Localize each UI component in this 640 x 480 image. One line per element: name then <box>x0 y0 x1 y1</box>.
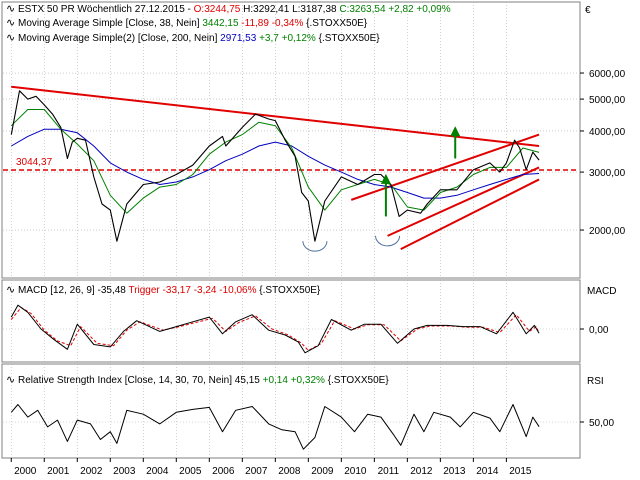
x-tick-label: 2002 <box>80 466 103 477</box>
macd-legend-value: -35,48 <box>97 285 126 296</box>
trendline <box>387 166 540 237</box>
ma38-legend-prefix: Moving Average Simple [Close, 38, Nein] <box>18 18 200 29</box>
y-tick-label: 6000,00 <box>589 69 626 80</box>
rsi-layer <box>10 404 540 450</box>
price-legend: ∿ ESTX 50 PR Wöchentlich 27.12.2015 - O:… <box>6 3 451 15</box>
y-tick-label: 4000,00 <box>589 127 626 138</box>
x-tick-label: 2012 <box>410 466 433 477</box>
ma200-line <box>11 128 540 199</box>
x-tick-label: 2015 <box>509 466 532 477</box>
trough-arc <box>302 241 328 252</box>
trendline <box>350 133 540 201</box>
x-tick-label: 2003 <box>113 466 136 477</box>
x-tick-label: 2014 <box>476 466 499 477</box>
rsi-legend: ∿ Relative Strength Index [Close, 14, 30… <box>6 374 389 386</box>
macd-legend-change-pct: -10,06% <box>219 285 256 296</box>
ma38-legend: ∿ Moving Average Simple [Close, 38, Nein… <box>6 17 368 29</box>
rsi-legend-symbol: {.STOXX50E} <box>328 375 390 386</box>
x-tick-label: 2010 <box>344 466 367 477</box>
macd-legend-symbol: {.STOXX50E} <box>259 285 321 296</box>
macd-panel-frame <box>1 279 581 363</box>
ma38-legend-change: -11,89 <box>241 18 269 29</box>
price-panel-frame <box>1 1 581 279</box>
ma38-legend-change-pct: -0,34% <box>272 18 304 29</box>
macd-legend-trigger-label: Trigger <box>128 285 160 296</box>
price-legend-close: C:3263,54 <box>339 4 386 15</box>
rsi-legend-value: 45,15 <box>235 375 260 386</box>
price-line <box>10 90 540 242</box>
x-tick-label: 2007 <box>245 466 268 477</box>
y-tick-label: 2000,00 <box>589 226 626 237</box>
ma38-line <box>10 109 540 214</box>
x-tick-label: 2006 <box>212 466 235 477</box>
rsi-line <box>10 404 540 450</box>
price-legend-high: H:3292,41 <box>243 4 290 15</box>
trough-arc <box>375 235 401 247</box>
macd-line <box>10 304 540 354</box>
price-legend-prefix: ESTX 50 PR Wöchentlich 27.12.2015 - <box>18 4 194 15</box>
macd-legend-prefix: MACD [12, 26, 9] <box>18 285 95 296</box>
grid-layer <box>3 2 579 458</box>
price-legend-change: +2,82 <box>388 4 414 15</box>
arrow-head <box>450 126 461 137</box>
x-tick-label: 2009 <box>311 466 334 477</box>
ma200-legend-change: +3,7 <box>259 33 279 44</box>
price-legend-open: O:3244,75 <box>194 4 241 15</box>
x-tick-label: 2011 <box>378 466 400 477</box>
rsi-legend-prefix: Relative Strength Index [Close, 14, 30, … <box>18 375 232 386</box>
ma200-legend-prefix: Moving Average Simple(2) [Close, 200, Ne… <box>18 33 218 44</box>
y-tick-label: 3000,00 <box>589 168 626 179</box>
x-tick-label: 2004 <box>146 466 169 477</box>
horizontal-level-label: 3044,37 <box>16 157 53 168</box>
price-layer <box>3 85 579 252</box>
price-legend-low: L:3187,38 <box>292 4 337 15</box>
ma38-legend-value: 3442,15 <box>202 18 239 29</box>
arrow-head <box>380 173 391 184</box>
trendline <box>400 178 540 251</box>
macd-legend-change: -3,24 <box>194 285 217 296</box>
rsi-legend-change: +0,14 <box>263 375 289 386</box>
x-tick-label: 2001 <box>47 466 70 477</box>
ma200-legend-symbol: {.STOXX50E} <box>319 33 381 44</box>
macd-layer <box>10 304 540 354</box>
rsi-legend-change-pct: +0,32% <box>291 375 325 386</box>
x-tick-label: 2013 <box>443 466 466 477</box>
macd-legend: ∿ MACD [12, 26, 9] -35,48 Trigger -33,17… <box>6 284 321 296</box>
macd-legend-trigger-value: -33,17 <box>163 285 192 296</box>
y-tick-label: 50,00 <box>589 418 614 429</box>
currency-symbol: € <box>585 5 591 16</box>
y-tick-label: 5000,00 <box>589 95 626 106</box>
y-axis: 6000,00 5000,00 4000,00 3000,00 2000,00 0,00 5… <box>580 69 626 429</box>
ma200-legend-change-pct: +0,12% <box>282 33 316 44</box>
x-tick-label: 2008 <box>278 466 301 477</box>
x-axis: 2000 2001 2002 2003 2004 2005 2006 2007 2008 2009… <box>10 458 532 477</box>
rsi-panel-label: RSI <box>587 376 604 387</box>
ma200-legend: ∿ Moving Average Simple(2) [Close, 200, … <box>6 32 380 44</box>
ma200-legend-value: 2971,53 <box>220 33 257 44</box>
price-legend-change-pct: +0,09% <box>416 4 450 15</box>
ma38-legend-symbol: {.STOXX50E} <box>306 18 368 29</box>
y-tick-label: 0,00 <box>589 325 609 336</box>
x-tick-label: 2000 <box>14 466 37 477</box>
x-tick-label: 2005 <box>179 466 202 477</box>
macd-panel-label: MACD <box>587 286 616 297</box>
rsi-panel-frame <box>1 363 581 459</box>
